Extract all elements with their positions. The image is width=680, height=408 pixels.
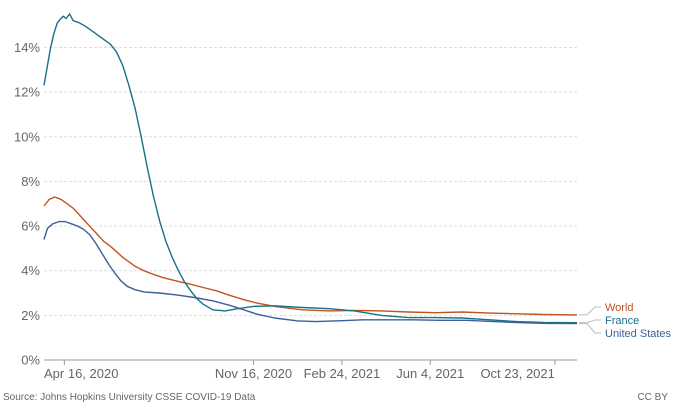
source-note: Source: Johns Hopkins University CSSE CO… [3,392,256,403]
license-link[interactable]: CC BY [637,392,668,403]
y-tick-label: 10% [14,129,40,144]
x-tick-label: Oct 23, 2021 [480,366,554,381]
y-tick-label: 14% [14,40,40,55]
legend-connector [579,319,601,324]
x-tick-label: Jun 4, 2021 [396,366,464,381]
y-tick-label: 6% [21,219,40,234]
y-tick-label: 8% [21,174,40,189]
legend-label-united-states[interactable]: United States [605,328,672,340]
series-line-france [43,13,578,324]
y-gridlines [44,46,577,361]
legend-connector [579,306,601,316]
legend-connector [579,323,601,334]
series-line-united-states [43,220,578,325]
series-lines [43,13,578,325]
y-tick-label: 4% [21,263,40,278]
legend-label-france[interactable]: France [605,315,639,327]
legend-label-world[interactable]: World [605,302,634,314]
x-axis: Apr 16, 2020 Nov 16, 2020 Feb 24, 2021 Jun … [44,360,556,381]
x-tick-label: Nov 16, 2020 [215,366,292,381]
x-tick-label: Apr 16, 2020 [44,366,118,381]
y-tick-label: 2% [21,308,40,323]
y-tick-labels: 0% 2% 4% 6% 8% 10% 12% 14% [14,40,40,368]
y-tick-label: 0% [21,353,40,368]
series-line-world [43,196,578,316]
y-tick-label: 12% [14,85,40,100]
x-tick-label: Feb 24, 2021 [304,366,381,381]
